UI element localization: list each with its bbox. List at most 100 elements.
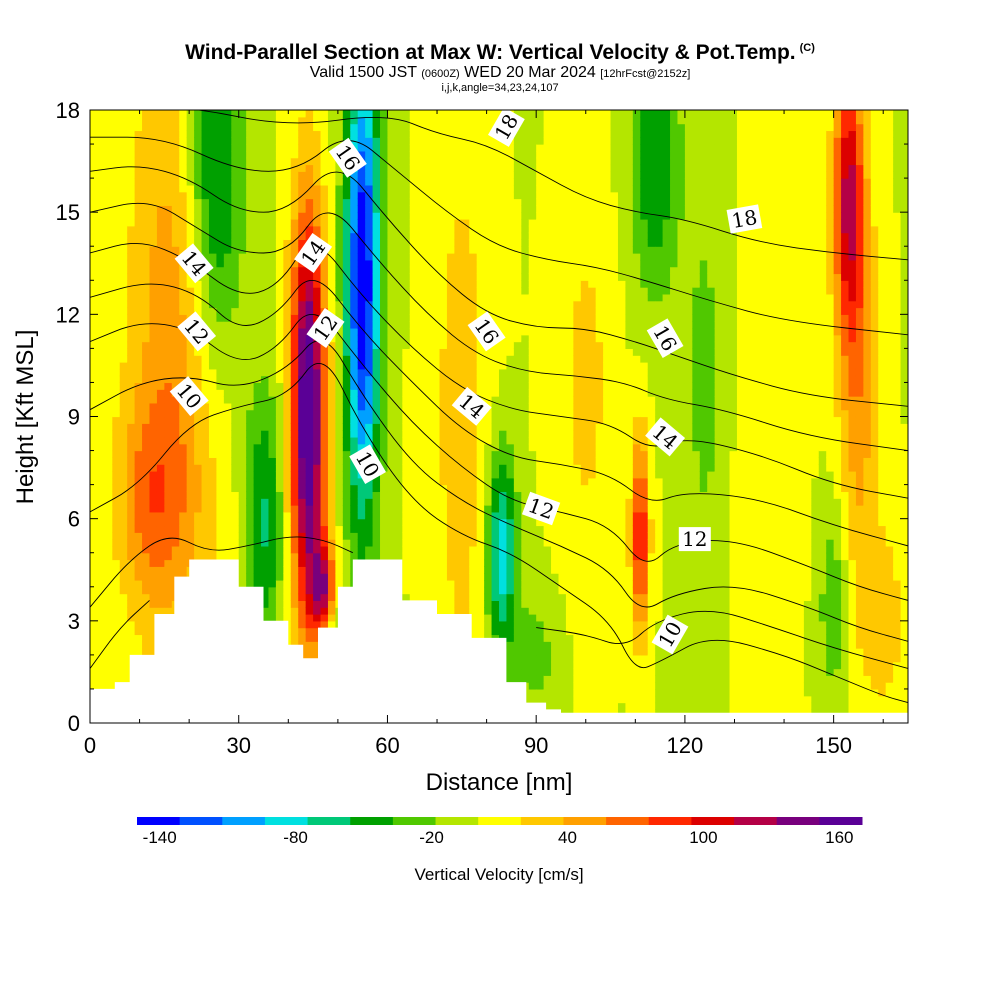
velocity-cell	[283, 212, 292, 220]
velocity-cell	[112, 130, 121, 138]
velocity-cell	[469, 123, 478, 132]
velocity-cell	[238, 225, 247, 234]
velocity-cell	[409, 212, 418, 220]
velocity-cell	[424, 498, 433, 506]
velocity-cell	[476, 205, 485, 213]
velocity-cell	[313, 287, 322, 295]
velocity-cell	[342, 559, 351, 567]
velocity-cell	[283, 157, 292, 166]
velocity-cell	[104, 402, 113, 411]
velocity-cell	[305, 321, 314, 329]
velocity-cell	[156, 505, 165, 513]
velocity-cell	[134, 586, 143, 595]
velocity-cell	[246, 184, 255, 193]
velocity-cell	[238, 457, 247, 465]
velocity-cell	[432, 436, 441, 445]
velocity-cell	[142, 327, 151, 336]
velocity-cell	[305, 287, 314, 295]
velocity-cell	[365, 327, 374, 336]
velocity-cell	[469, 314, 478, 322]
velocity-cell	[275, 191, 284, 200]
velocity-cell	[194, 532, 203, 540]
velocity-cell	[149, 232, 158, 241]
velocity-cell	[350, 307, 359, 315]
velocity-cell	[223, 171, 232, 179]
velocity-cell	[142, 164, 151, 172]
velocity-cell	[283, 443, 292, 452]
velocity-cell	[380, 293, 389, 302]
velocity-cell	[283, 205, 292, 213]
velocity-cell	[432, 498, 441, 506]
velocity-cell	[275, 218, 284, 227]
velocity-cell	[208, 396, 218, 404]
velocity-cell	[335, 246, 344, 254]
velocity-cell	[469, 362, 478, 370]
velocity-cell	[171, 491, 180, 499]
velocity-cell	[208, 184, 218, 193]
velocity-cell	[365, 409, 374, 418]
velocity-cell	[119, 259, 128, 268]
velocity-cell	[134, 259, 143, 268]
velocity-cell	[112, 287, 121, 295]
velocity-cell	[179, 334, 188, 343]
velocity-cell	[484, 137, 493, 145]
velocity-cell	[90, 137, 99, 145]
velocity-cell	[439, 116, 448, 125]
velocity-cell	[223, 409, 232, 418]
velocity-cell	[432, 416, 441, 424]
velocity-cell	[365, 164, 374, 172]
velocity-cell	[283, 164, 292, 172]
velocity-cell	[127, 579, 136, 588]
velocity-cell	[149, 355, 158, 363]
velocity-cell	[350, 205, 359, 213]
velocity-cell	[327, 259, 336, 268]
velocity-cell	[402, 239, 411, 247]
velocity-cell	[342, 511, 351, 520]
velocity-cell	[313, 511, 322, 520]
velocity-cell	[476, 164, 485, 172]
velocity-cell	[350, 545, 359, 554]
velocity-cell	[201, 416, 210, 424]
velocity-cell	[491, 396, 500, 404]
velocity-cell	[432, 116, 441, 125]
velocity-cell	[149, 525, 158, 533]
velocity-cell	[223, 368, 232, 377]
velocity-cell	[171, 191, 180, 200]
velocity-cell	[335, 334, 344, 343]
velocity-cell	[357, 498, 366, 506]
velocity-cell	[394, 334, 403, 343]
velocity-cell	[313, 205, 322, 213]
velocity-cell	[454, 232, 463, 241]
velocity-cell	[380, 232, 389, 241]
velocity-cell	[461, 436, 470, 445]
velocity-cell	[387, 511, 396, 520]
velocity-cell	[320, 620, 329, 629]
velocity-cell	[417, 314, 426, 322]
velocity-cell	[127, 539, 136, 547]
velocity-cell	[409, 300, 418, 309]
velocity-cell	[194, 491, 203, 499]
velocity-cell	[112, 668, 121, 676]
velocity-cell	[290, 307, 299, 315]
velocity-cell	[432, 178, 441, 186]
velocity-cell	[342, 402, 351, 411]
velocity-cell	[394, 539, 403, 547]
velocity-cell	[484, 423, 493, 431]
velocity-cell	[380, 430, 389, 438]
velocity-cell	[149, 300, 158, 309]
velocity-cell	[372, 287, 381, 295]
velocity-cell	[104, 273, 113, 281]
velocity-cell	[499, 552, 508, 561]
velocity-cell	[216, 130, 225, 138]
velocity-cell	[149, 416, 158, 424]
velocity-cell	[194, 436, 203, 445]
velocity-cell	[290, 191, 299, 200]
velocity-cell	[104, 559, 113, 567]
velocity-cell	[127, 157, 136, 166]
velocity-cell	[97, 505, 106, 513]
velocity-cell	[90, 498, 99, 506]
velocity-cell	[469, 144, 478, 152]
velocity-cell	[216, 484, 225, 493]
velocity-cell	[387, 259, 396, 268]
velocity-cell	[238, 532, 247, 540]
